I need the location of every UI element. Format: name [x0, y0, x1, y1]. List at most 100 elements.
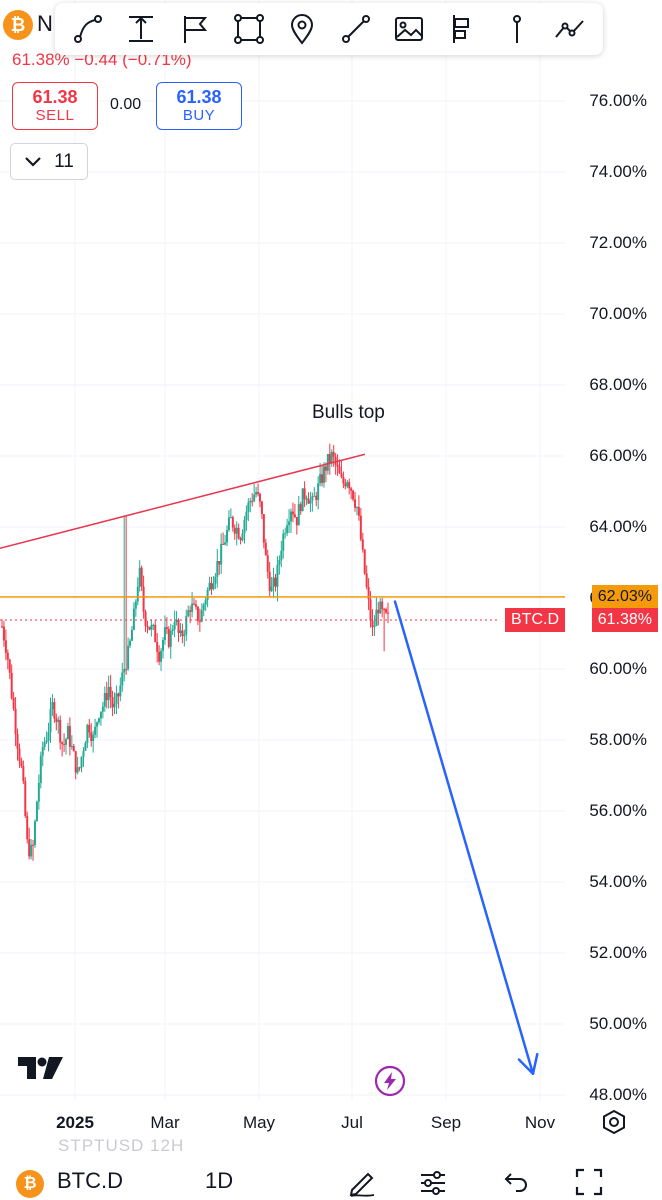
candle-body: [123, 668, 126, 673]
indicators-collapse-button[interactable]: 11: [10, 143, 88, 180]
trend-line-icon[interactable]: [336, 9, 376, 49]
long-position-icon[interactable]: [443, 9, 483, 49]
flag-icon[interactable]: [175, 9, 215, 49]
candle-body: [10, 672, 13, 698]
curve-icon[interactable]: [68, 9, 108, 49]
pencil-icon[interactable]: [344, 1165, 380, 1199]
chart-annotation[interactable]: Bulls top: [312, 402, 385, 423]
projection-arrowhead: [531, 1052, 539, 1075]
candle-body: [239, 538, 242, 541]
interval-selector[interactable]: 1D: [205, 1168, 234, 1193]
sell-label: SELL: [35, 107, 75, 124]
candle-body: [309, 500, 312, 504]
candle-body: [233, 527, 236, 534]
price-axis-label: 66.00%: [589, 446, 647, 465]
candle-body: [276, 564, 279, 587]
candle-body: [111, 697, 114, 708]
candle-body: [41, 746, 44, 756]
undo-icon[interactable]: [499, 1165, 535, 1199]
candle-body: [202, 604, 205, 611]
candle-body: [80, 757, 83, 768]
last-price-tag: 61.38%: [591, 608, 658, 632]
price-range-icon[interactable]: [121, 9, 161, 49]
candle-body: [330, 451, 333, 463]
candle-body: [297, 504, 300, 526]
candle-body: [22, 766, 25, 782]
candle-body: [332, 451, 335, 457]
spread-value: 0.00: [110, 96, 142, 113]
candle-body: [387, 612, 389, 614]
candle-body: [193, 603, 196, 605]
candle-body: [295, 517, 298, 526]
candle-body: [363, 549, 366, 574]
candle-body: [32, 844, 35, 846]
symbol-name[interactable]: N: [37, 11, 53, 36]
candle-body: [165, 627, 168, 629]
candle-body: [97, 718, 100, 723]
candle-body: [47, 732, 50, 741]
buy-button[interactable]: 61.38 BUY: [156, 82, 242, 130]
candle-body: [146, 625, 149, 628]
candle-body: [274, 577, 277, 587]
candle-body: [272, 577, 275, 587]
candle-body: [243, 519, 246, 534]
candle-body: [90, 732, 93, 742]
vertical-line-icon[interactable]: [497, 9, 537, 49]
tradingview-logo: [16, 1054, 66, 1087]
candle-body: [361, 539, 364, 550]
candle-body: [84, 743, 87, 751]
candle-body: [340, 473, 343, 477]
candle-body: [301, 488, 304, 512]
candle-body: [311, 496, 314, 501]
rectangle-icon[interactable]: [229, 9, 269, 49]
candle-body: [253, 494, 256, 502]
candle-body: [96, 722, 99, 727]
candle-body: [268, 571, 271, 592]
candle-body: [194, 604, 197, 607]
candle-body: [235, 527, 238, 534]
candle-body: [37, 782, 40, 802]
candle-body: [59, 719, 62, 743]
candle-body: [24, 781, 27, 817]
candle-body: [4, 640, 7, 653]
candle-body: [226, 529, 229, 543]
time-axis-label: Nov: [524, 1113, 556, 1132]
candle-body: [315, 495, 318, 500]
candle-body: [2, 626, 5, 641]
candle-body: [1, 626, 3, 628]
pin-icon[interactable]: [282, 9, 322, 49]
image-icon[interactable]: [389, 9, 429, 49]
candle-body: [66, 726, 69, 740]
candle-body: [115, 693, 118, 704]
candle-body: [365, 573, 368, 588]
candle-body: [280, 550, 283, 561]
sell-button[interactable]: 61.38 SELL: [12, 82, 98, 130]
fullscreen-icon[interactable]: [571, 1165, 607, 1199]
candle-body: [266, 555, 269, 572]
candle-body: [216, 561, 219, 577]
candle-body: [222, 543, 225, 545]
candle-body: [76, 767, 79, 773]
candle-body: [163, 627, 166, 641]
candle-body: [88, 724, 91, 733]
candle-body: [371, 620, 374, 628]
candle-body: [198, 620, 201, 622]
symbol-selector[interactable]: BTC.D: [57, 1168, 123, 1193]
path-icon[interactable]: [550, 9, 590, 49]
settings-sliders-icon[interactable]: [415, 1165, 451, 1199]
chart-settings-icon[interactable]: [600, 1108, 628, 1141]
candle-body: [328, 453, 331, 463]
candle-body: [206, 589, 209, 600]
candle-body: [336, 464, 339, 467]
candle-body: [134, 601, 137, 609]
lightning-icon[interactable]: [373, 1064, 407, 1103]
candle-body: [18, 748, 21, 762]
candle-body: [338, 466, 341, 474]
candle-body: [220, 543, 223, 565]
candle-body: [210, 582, 213, 590]
candle-body: [169, 631, 172, 647]
candle-body: [117, 693, 120, 697]
candle-body: [179, 630, 182, 633]
candle-body: [381, 601, 384, 610]
